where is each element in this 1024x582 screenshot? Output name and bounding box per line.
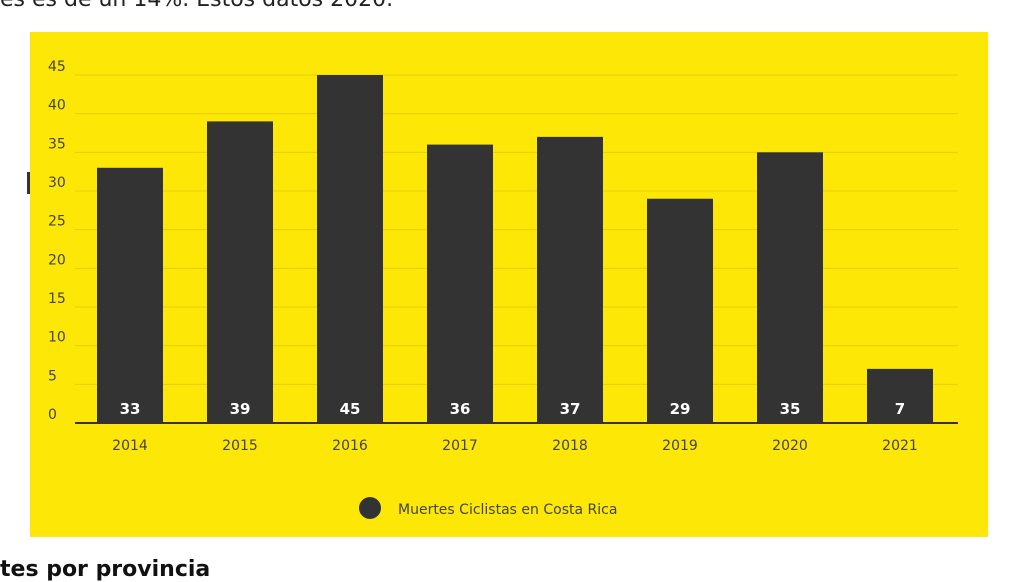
data-label-2018: 37 [560,400,581,418]
x-tick-label-2015: 2015 [222,438,258,454]
data-label-2019: 29 [670,400,691,418]
bar-2019 [647,198,713,423]
data-label-2014: 33 [120,400,141,418]
y-tick-label-40: 40 [48,98,66,114]
x-tick-label-2017: 2017 [442,438,478,454]
bar-2017 [427,144,493,423]
y-tick-label-45: 45 [48,59,66,75]
legend-marker [359,497,381,519]
data-label-2015: 39 [230,400,251,418]
data-label-2021: 7 [895,400,905,418]
data-label-2020: 35 [780,400,801,418]
y-tick-label-30: 30 [48,175,66,191]
bar-2021 [867,368,933,423]
bar-chart: 0 5 10 15 20 25 30 35 40 45 33 2014 39 2015 45 2016 36 20… [48,59,958,519]
data-label-2017: 36 [450,400,471,418]
bar-2015 [207,121,273,424]
chart-panel: 0 5 10 15 20 25 30 35 40 45 33 2014 39 2015 45 2016 36 20… [30,32,988,537]
bar-2016 [317,75,383,423]
bar-2014 [97,167,163,423]
data-label-2016: 45 [340,400,361,418]
y-tick-label-5: 5 [48,368,57,384]
legend-label: Muertes Ciclistas en Costa Rica [398,502,617,518]
bar-2020 [757,152,823,423]
x-tick-label-2018: 2018 [552,438,588,454]
bar-2018 [537,136,603,423]
scroll-marker [27,172,30,194]
x-tick-label-2021: 2021 [882,438,918,454]
x-tick-label-2016: 2016 [332,438,368,454]
y-tick-label-25: 25 [48,214,66,230]
x-tick-label-2019: 2019 [662,438,698,454]
y-tick-label-0: 0 [48,407,57,423]
x-tick-label-2014: 2014 [112,438,148,454]
intro-text-fragment: es es de un 14%. Estos datos 2020. [0,0,393,12]
y-tick-label-35: 35 [48,136,66,152]
y-tick-label-10: 10 [48,330,66,346]
y-tick-label-20: 20 [48,252,66,268]
y-tick-label-15: 15 [48,291,66,307]
section-heading-fragment: tes por provincia [0,557,211,582]
x-tick-label-2020: 2020 [772,438,808,454]
